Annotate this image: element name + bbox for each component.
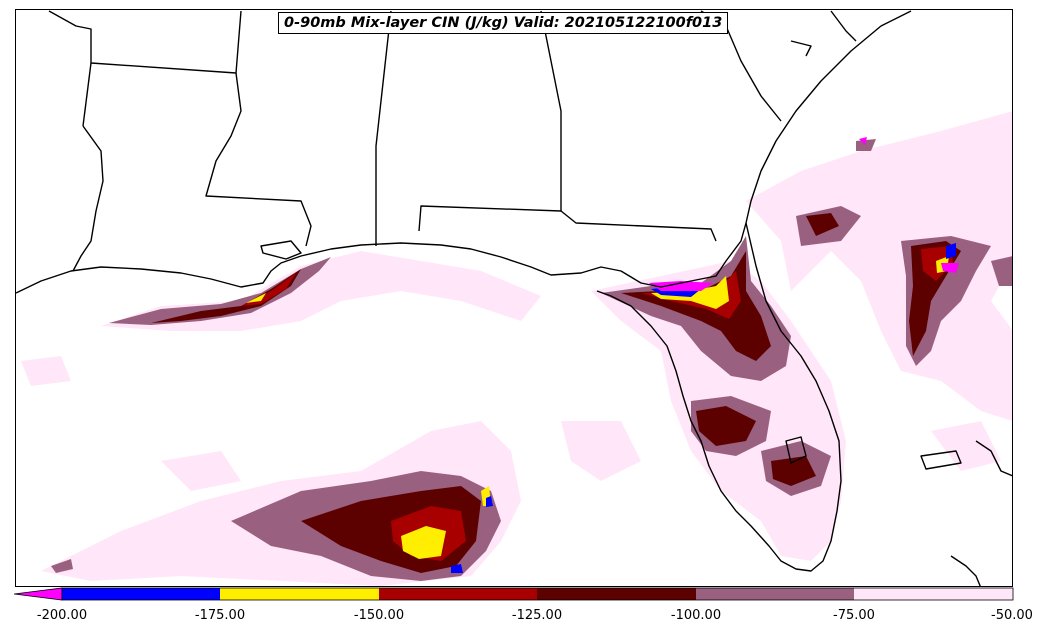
colorbar-bin-100-75	[696, 588, 854, 600]
cin-field-map	[16, 10, 1012, 586]
coastline-state-boundaries	[16, 10, 1012, 586]
colorbar-bin-200-175	[62, 588, 220, 600]
colorbar-tick-label: -125.00	[511, 608, 563, 623]
colorbar-bin-175-150	[220, 588, 379, 600]
cin-magenta-areas	[649, 137, 959, 291]
colorbar-tick-label: -50.00	[991, 608, 1033, 623]
colorbar-tick-label: -150.00	[353, 608, 405, 623]
colorbar	[14, 587, 1014, 601]
colorbar-tick-label: -175.00	[194, 608, 246, 623]
colorbar-bin-125-100	[537, 588, 696, 600]
colorbar-bin-below-200	[14, 587, 63, 601]
colorbar-tick-label: -100.00	[670, 608, 722, 623]
map-panel	[15, 9, 1013, 587]
colorbar-tick-label: -200.00	[36, 608, 88, 623]
colorbar-outline	[61, 587, 1014, 601]
map-title: 0-90mb Mix-layer CIN (J/kg) Valid: 20210…	[278, 12, 729, 34]
colorbar-bin-150-125	[379, 588, 537, 600]
cin-light-pink-areas	[21, 111, 1012, 586]
colorbar-bin-75-50	[854, 588, 1013, 600]
colorbar-tick-label: -75.00	[833, 608, 875, 623]
